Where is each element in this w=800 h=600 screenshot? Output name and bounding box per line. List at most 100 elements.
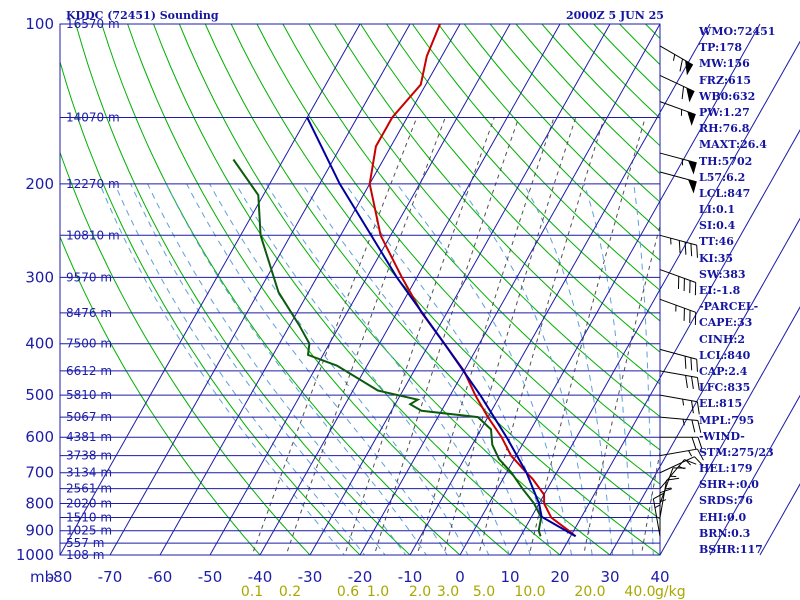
- index-item: SRDS:76: [699, 494, 753, 508]
- isotherm: [309, 23, 611, 556]
- height-label: 12270 m: [66, 177, 120, 191]
- index-item: MAXT:26.4: [699, 138, 767, 152]
- wind-barb: [659, 269, 697, 296]
- barb-half-flag: [685, 460, 691, 466]
- index-item: LCL:847: [699, 186, 751, 200]
- dewpoint-line: [232, 158, 543, 537]
- index-item: TT:46: [699, 235, 734, 249]
- wind-barb: [659, 75, 695, 103]
- wind-barb: [659, 234, 698, 258]
- barb-flag: [691, 437, 697, 450]
- barb-flag: [696, 377, 700, 391]
- barb-shaft: [659, 370, 698, 378]
- index-item: -PARCEL-: [699, 300, 759, 314]
- barb-shaft: [659, 234, 697, 246]
- height-label: 557 m: [66, 536, 104, 550]
- barb-shaft: [659, 394, 698, 403]
- height-label: 1510 m: [66, 511, 112, 525]
- moist-adiabat: [165, 183, 427, 555]
- barb-flag: [684, 242, 687, 255]
- barb-shaft: [659, 467, 674, 504]
- barb-flag: [690, 357, 693, 371]
- isotherm: [209, 23, 511, 556]
- temperature-line: [368, 24, 577, 538]
- index-item: CAPE:33: [699, 316, 753, 330]
- index-item: CAP:2.4: [699, 364, 748, 378]
- moist-adiabat: [265, 183, 511, 555]
- barb-half-flag: [654, 504, 661, 509]
- index-item: MW:156: [699, 57, 750, 71]
- wind-barbs: [652, 45, 704, 537]
- height-label: 5067 m: [66, 410, 112, 424]
- pressure-tick-label: 800: [25, 495, 54, 513]
- barb-flag: [696, 359, 698, 372]
- barb-flag: [684, 356, 687, 369]
- height-label: 7500 m: [66, 337, 112, 351]
- index-item: WMO:72451: [699, 25, 776, 38]
- mixing-ratio-label: 0.6: [337, 584, 359, 600]
- moist-adiabat: [457, 183, 593, 555]
- index-item: EI:-1.8: [699, 284, 741, 297]
- barb-shaft: [659, 298, 696, 313]
- dry-adiabat: [127, 24, 511, 555]
- height-label: 14070 m: [66, 111, 120, 125]
- barb-half-flag: [672, 54, 676, 61]
- barb-flag: [666, 477, 680, 481]
- wind-barb: [659, 370, 700, 391]
- profile-series: [232, 24, 577, 538]
- height-label: 108 m: [66, 548, 104, 562]
- barb-flag: [696, 448, 704, 461]
- mixing-ratio-line: [373, 117, 520, 555]
- temperature-tick-label: -60: [148, 568, 173, 586]
- barb-shaft: [659, 152, 697, 164]
- barb-flag: [691, 419, 696, 433]
- isotherm: [709, 394, 800, 556]
- mixing-ratio-unit-label: g/kg: [655, 584, 686, 600]
- index-item: TH:5702: [699, 154, 753, 168]
- barb-flag: [678, 240, 681, 254]
- barb-pennant: [685, 60, 693, 76]
- moist-adiabat: [633, 183, 654, 555]
- index-item: PW:1.27: [699, 105, 750, 119]
- barb-flag: [696, 245, 698, 258]
- pressure-tick-label: 200: [25, 175, 54, 193]
- index-item: EL:815: [699, 397, 743, 411]
- barb-flag: [694, 456, 704, 467]
- index-item: STM:275/23: [699, 445, 774, 459]
- index-item: HEL:179: [699, 462, 753, 476]
- barb-flag: [684, 459, 697, 465]
- pressure-tick-label: 400: [25, 335, 54, 353]
- barb-half-flag: [682, 419, 685, 426]
- height-label: 3738 m: [66, 449, 112, 463]
- moist-adiabats: [99, 183, 654, 555]
- barb-pennant: [688, 179, 697, 194]
- wind-barb: [659, 45, 694, 76]
- indices-panel: WMO:72451 TP:178 MW:156 FRZ:615 WB0:632 PW:1.…: [699, 24, 799, 558]
- moist-adiabat: [583, 183, 634, 555]
- wind-barb: [659, 101, 696, 126]
- mixing-ratio-label: 0.1: [241, 584, 263, 600]
- index-item: WB0:632: [699, 89, 756, 103]
- wind-barb: [660, 436, 703, 450]
- height-label: 6612 m: [66, 364, 112, 378]
- temperature-tick-label: 40: [650, 568, 669, 586]
- wind-barb: [659, 298, 697, 325]
- barb-pennant: [688, 160, 697, 175]
- pressure-tick-label: 300: [25, 268, 54, 286]
- moist-adiabat: [235, 183, 490, 555]
- barb-flag: [681, 86, 685, 100]
- height-label: 16570 m: [66, 17, 120, 31]
- height-label: 1025 m: [66, 524, 112, 538]
- wind-barb: [659, 448, 704, 461]
- isotherm: [359, 23, 661, 556]
- temperature-tick-label: -50: [198, 568, 223, 586]
- index-item: SI:0.4: [699, 219, 736, 233]
- index-item: FRZ:615: [699, 73, 752, 87]
- index-item: BSHR:117: [699, 543, 763, 556]
- temperature-tick-label: -20: [348, 568, 373, 586]
- barb-half-flag: [688, 450, 693, 457]
- wind-barb: [659, 488, 673, 531]
- index-item: LI:0.1: [699, 203, 736, 217]
- barb-shaft: [659, 348, 697, 360]
